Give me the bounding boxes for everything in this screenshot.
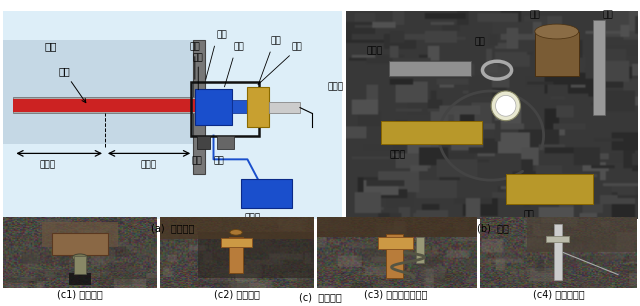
Text: 卡环: 卡环 bbox=[474, 37, 485, 47]
Text: (c)  安装过程: (c) 安装过程 bbox=[299, 292, 341, 302]
Bar bbox=[3, 40, 200, 144]
Text: 围岩: 围岩 bbox=[44, 41, 57, 51]
Text: 卡环: 卡环 bbox=[193, 53, 204, 62]
Bar bbox=[13, 97, 196, 113]
Bar bbox=[593, 20, 605, 115]
Text: 巷道: 巷道 bbox=[216, 30, 227, 39]
Bar bbox=[385, 234, 403, 278]
Bar bbox=[389, 61, 471, 76]
Text: 锚杆: 锚杆 bbox=[58, 67, 86, 103]
Text: 高压泵: 高压泵 bbox=[244, 214, 260, 222]
Bar bbox=[13, 101, 196, 105]
Text: 油缸: 油缸 bbox=[271, 37, 282, 46]
Ellipse shape bbox=[495, 95, 516, 116]
Bar bbox=[381, 121, 483, 144]
Bar bbox=[221, 238, 252, 248]
Bar bbox=[13, 99, 214, 112]
Text: (c3) 套筒和油缸安装: (c3) 套筒和油缸安装 bbox=[364, 289, 428, 299]
Text: 拉杆: 拉杆 bbox=[234, 43, 244, 52]
Text: 油缸: 油缸 bbox=[524, 210, 534, 219]
Bar bbox=[241, 179, 292, 208]
Bar bbox=[42, 222, 118, 248]
Bar bbox=[416, 237, 424, 263]
Bar bbox=[74, 256, 86, 274]
Text: (c2) 拉杆安装: (c2) 拉杆安装 bbox=[214, 289, 260, 299]
Ellipse shape bbox=[230, 230, 242, 235]
Text: 位移计: 位移计 bbox=[327, 82, 343, 91]
Text: 螺母: 螺母 bbox=[291, 42, 302, 51]
Text: 螺母: 螺母 bbox=[191, 156, 202, 165]
Bar bbox=[269, 102, 300, 113]
Text: 锚固段: 锚固段 bbox=[39, 161, 55, 170]
Bar bbox=[248, 87, 269, 127]
Bar bbox=[535, 32, 579, 76]
Bar bbox=[195, 89, 232, 125]
Text: 位移计: 位移计 bbox=[367, 46, 383, 55]
Ellipse shape bbox=[492, 91, 520, 121]
Bar bbox=[229, 237, 243, 273]
Bar bbox=[191, 82, 259, 136]
Bar bbox=[193, 40, 205, 174]
Text: 套筒: 套筒 bbox=[529, 11, 540, 20]
Bar bbox=[554, 224, 563, 280]
Bar bbox=[69, 273, 91, 285]
Text: 自由段: 自由段 bbox=[141, 161, 157, 170]
Ellipse shape bbox=[72, 254, 88, 261]
Text: 套筒: 套筒 bbox=[214, 156, 224, 165]
Bar bbox=[506, 174, 593, 204]
Text: 拉杆: 拉杆 bbox=[602, 11, 613, 20]
Text: (a)  测试原理: (a) 测试原理 bbox=[151, 223, 195, 233]
Bar bbox=[160, 217, 314, 239]
Bar bbox=[196, 136, 210, 149]
Text: (b)  构件: (b) 构件 bbox=[477, 223, 509, 233]
Bar bbox=[546, 236, 570, 242]
Bar bbox=[217, 136, 234, 149]
Text: (c4) 位移计安装: (c4) 位移计安装 bbox=[533, 289, 584, 299]
Bar bbox=[317, 217, 477, 237]
Bar bbox=[195, 102, 222, 110]
Bar bbox=[198, 232, 314, 278]
Bar bbox=[378, 237, 413, 249]
Ellipse shape bbox=[535, 24, 579, 39]
Text: (c1) 卡环安装: (c1) 卡环安装 bbox=[57, 289, 103, 299]
Bar bbox=[232, 100, 248, 113]
Text: 托盘: 托盘 bbox=[189, 42, 200, 51]
Bar bbox=[527, 217, 637, 252]
Bar bbox=[52, 233, 108, 256]
Text: 高压泵: 高压泵 bbox=[390, 151, 406, 159]
